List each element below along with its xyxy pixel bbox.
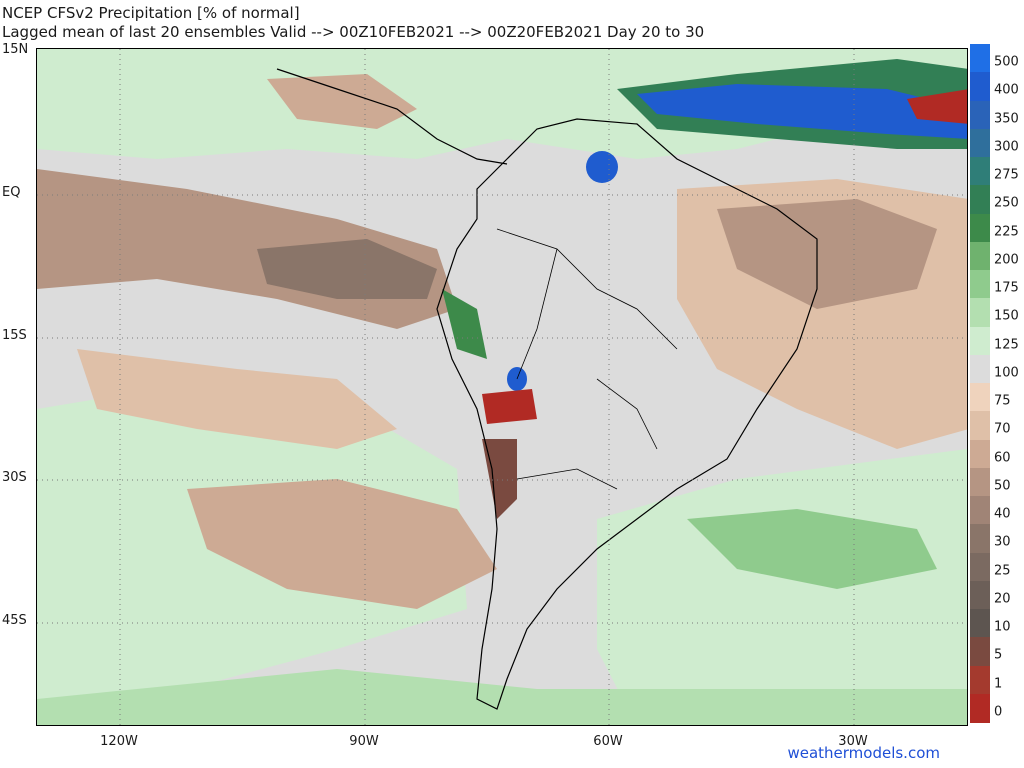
colorbar-swatch bbox=[970, 298, 990, 327]
colorbar-swatch bbox=[970, 524, 990, 553]
colorbar-swatch bbox=[970, 637, 990, 666]
green-region-southern-ocean bbox=[37, 669, 967, 725]
wet-spot-venezuela bbox=[586, 151, 618, 183]
colorbar-swatch bbox=[970, 72, 990, 101]
colorbar-label: 175 bbox=[994, 280, 1019, 296]
map-canvas bbox=[37, 49, 967, 725]
colorbar-label: 60 bbox=[994, 450, 1011, 466]
colorbar-label: 200 bbox=[994, 252, 1019, 268]
colorbar-swatch bbox=[970, 128, 990, 158]
colorbar-label: 30 bbox=[994, 534, 1011, 550]
colorbar-swatch bbox=[970, 439, 990, 469]
colorbar-label: 0 bbox=[994, 704, 1003, 720]
lon-label-60w: 60W bbox=[593, 734, 623, 749]
colorbar-swatch bbox=[970, 411, 990, 440]
colorbar-swatch bbox=[970, 213, 990, 243]
dry-region-southeast-pacific bbox=[187, 479, 497, 609]
colorbar-swatch bbox=[970, 552, 990, 582]
colorbar-swatch bbox=[970, 270, 990, 299]
south-america-coastline bbox=[436, 118, 818, 710]
colorbar bbox=[970, 44, 990, 723]
lon-label-90w: 90W bbox=[349, 734, 379, 749]
lon-label-30w: 30W bbox=[838, 734, 868, 749]
lat-label-45s: 45S bbox=[2, 613, 27, 628]
colorbar-label: 225 bbox=[994, 224, 1019, 240]
colorbar-swatch bbox=[970, 467, 990, 497]
lat-label-15s: 15S bbox=[2, 328, 27, 343]
green-region-south-atlantic bbox=[597, 449, 967, 725]
map-title: NCEP CFSv2 Precipitation [% of normal] bbox=[2, 4, 300, 22]
colorbar-label: 1 bbox=[994, 676, 1003, 692]
colorbar-label: 400 bbox=[994, 82, 1019, 98]
colorbar-label: 500 bbox=[994, 54, 1019, 70]
dry-strip-chile bbox=[482, 439, 517, 519]
dry-region-brazil-core bbox=[717, 199, 937, 309]
colorbar-swatch bbox=[970, 100, 990, 130]
colorbar-label: 10 bbox=[994, 619, 1011, 635]
colorbar-label: 20 bbox=[994, 591, 1011, 607]
colorbar-swatch bbox=[970, 580, 990, 610]
colorbar-swatch bbox=[970, 354, 990, 384]
colorbar-label: 250 bbox=[994, 195, 1019, 211]
dry-region-north bbox=[267, 74, 417, 129]
colorbar-label: 25 bbox=[994, 563, 1011, 579]
colorbar-swatch bbox=[970, 44, 990, 73]
lat-label-eq: EQ bbox=[2, 185, 21, 200]
colorbar-swatch bbox=[970, 185, 990, 214]
country-borders bbox=[496, 228, 678, 490]
credit-link[interactable]: weathermodels.com bbox=[787, 744, 940, 762]
colorbar-swatch bbox=[970, 496, 990, 525]
precipitation-map[interactable] bbox=[36, 48, 968, 726]
graticule bbox=[37, 49, 967, 725]
colorbar-swatch bbox=[970, 241, 990, 271]
lat-label-15n: 15N bbox=[2, 42, 29, 57]
colorbar-label: 70 bbox=[994, 421, 1011, 437]
colorbar-swatch bbox=[970, 157, 990, 186]
colorbar-label: 150 bbox=[994, 308, 1019, 324]
colorbar-label: 100 bbox=[994, 365, 1019, 381]
colorbar-swatch bbox=[970, 665, 990, 695]
colorbar-label: 40 bbox=[994, 506, 1011, 522]
map-subtitle: Lagged mean of last 20 ensembles Valid -… bbox=[2, 23, 705, 41]
dry-region-south-pacific bbox=[77, 349, 397, 449]
colorbar-label: 75 bbox=[994, 393, 1011, 409]
colorbar-label: 5 bbox=[994, 647, 1003, 663]
colorbar-swatch bbox=[970, 383, 990, 412]
colorbar-label: 50 bbox=[994, 478, 1011, 494]
central-america-coastline bbox=[276, 68, 508, 165]
dry-spot-east-atlantic bbox=[907, 89, 967, 124]
colorbar-swatch bbox=[970, 326, 990, 356]
colorbar-swatch bbox=[970, 609, 990, 638]
colorbar-label: 300 bbox=[994, 139, 1019, 155]
dry-region-eq-core bbox=[257, 239, 437, 299]
colorbar-label: 275 bbox=[994, 167, 1019, 183]
colorbar-label: 125 bbox=[994, 337, 1019, 353]
wet-andes-peru bbox=[442, 289, 487, 359]
colorbar-swatch bbox=[970, 693, 990, 723]
lat-label-30s: 30S bbox=[2, 470, 27, 485]
green-region-atlantic-band bbox=[687, 509, 937, 589]
colorbar-label: 350 bbox=[994, 111, 1019, 127]
wet-band-atlantic-core bbox=[637, 84, 967, 139]
dry-spot-andes bbox=[482, 389, 537, 424]
lon-label-120w: 120W bbox=[100, 734, 138, 749]
